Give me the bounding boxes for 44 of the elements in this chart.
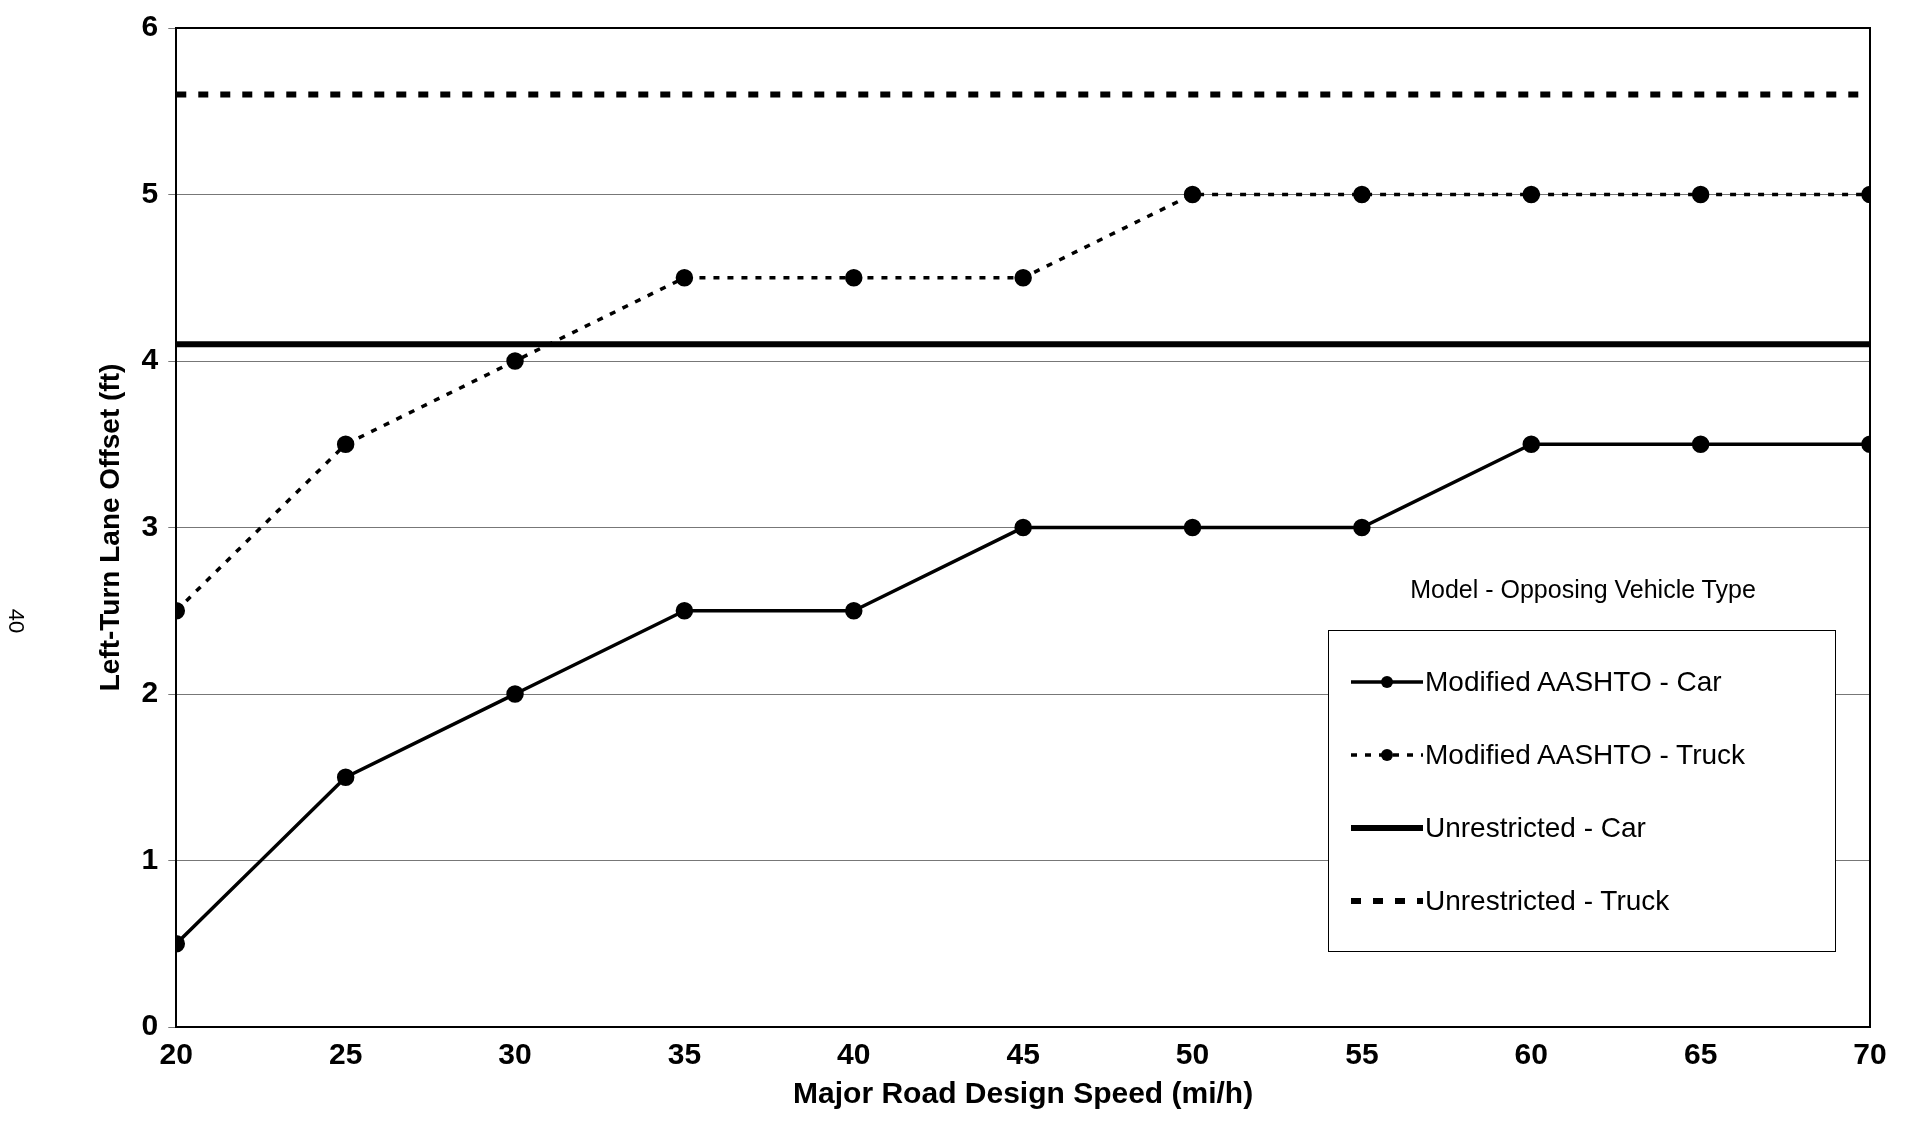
x-tick-label: 40 xyxy=(837,1037,871,1071)
point xyxy=(1183,518,1202,537)
legend-title: Model - Opposing Vehicle Type xyxy=(1409,575,1757,604)
y-tick-label: 3 xyxy=(141,508,159,542)
point xyxy=(1014,269,1032,287)
point xyxy=(1183,185,1202,204)
point xyxy=(1522,435,1541,453)
x-tick-label: 50 xyxy=(1175,1037,1210,1071)
x-tick-label: 25 xyxy=(328,1037,363,1071)
legend-label: Unrestricted - Car xyxy=(1425,811,1646,844)
point xyxy=(675,602,694,620)
point xyxy=(336,435,355,453)
legend-label: Modified AASHTO - Truck xyxy=(1425,738,1746,771)
point xyxy=(1353,518,1371,537)
x-tick-label: 60 xyxy=(1514,1037,1548,1071)
y-tick-label: 6 xyxy=(141,9,159,43)
point xyxy=(506,685,524,703)
point xyxy=(1353,185,1371,204)
x-tick-label: 30 xyxy=(498,1037,532,1071)
point xyxy=(1691,185,1710,204)
y-tick-label: 1 xyxy=(141,841,159,875)
point xyxy=(336,768,355,786)
y-tick-label: 0 xyxy=(141,1008,159,1042)
x-tick-label: 55 xyxy=(1345,1037,1379,1071)
y-axis-title: Left-Turn Lane Offset (ft) xyxy=(93,363,125,692)
x-tick-label: 65 xyxy=(1683,1037,1718,1071)
point xyxy=(506,352,524,370)
point xyxy=(1522,185,1541,204)
text: 40 xyxy=(3,608,30,634)
legend-label: Unrestricted - Truck xyxy=(1425,884,1670,917)
point xyxy=(1014,518,1032,537)
x-tick-label: 35 xyxy=(667,1037,702,1071)
point xyxy=(675,269,694,287)
y-tick-label: 5 xyxy=(141,175,159,209)
y-tick-label: 4 xyxy=(141,342,159,376)
point xyxy=(845,269,863,287)
point xyxy=(845,602,863,620)
legend-label: Modified AASHTO - Car xyxy=(1425,665,1722,698)
y-tick-label: 2 xyxy=(141,675,159,709)
x-axis-title: Major Road Design Speed (mi/h) xyxy=(793,1076,1254,1110)
x-tick-label: 45 xyxy=(1006,1037,1040,1071)
x-tick-label: 70 xyxy=(1853,1037,1887,1071)
x-tick-label: 20 xyxy=(159,1037,193,1071)
point xyxy=(1691,435,1710,453)
